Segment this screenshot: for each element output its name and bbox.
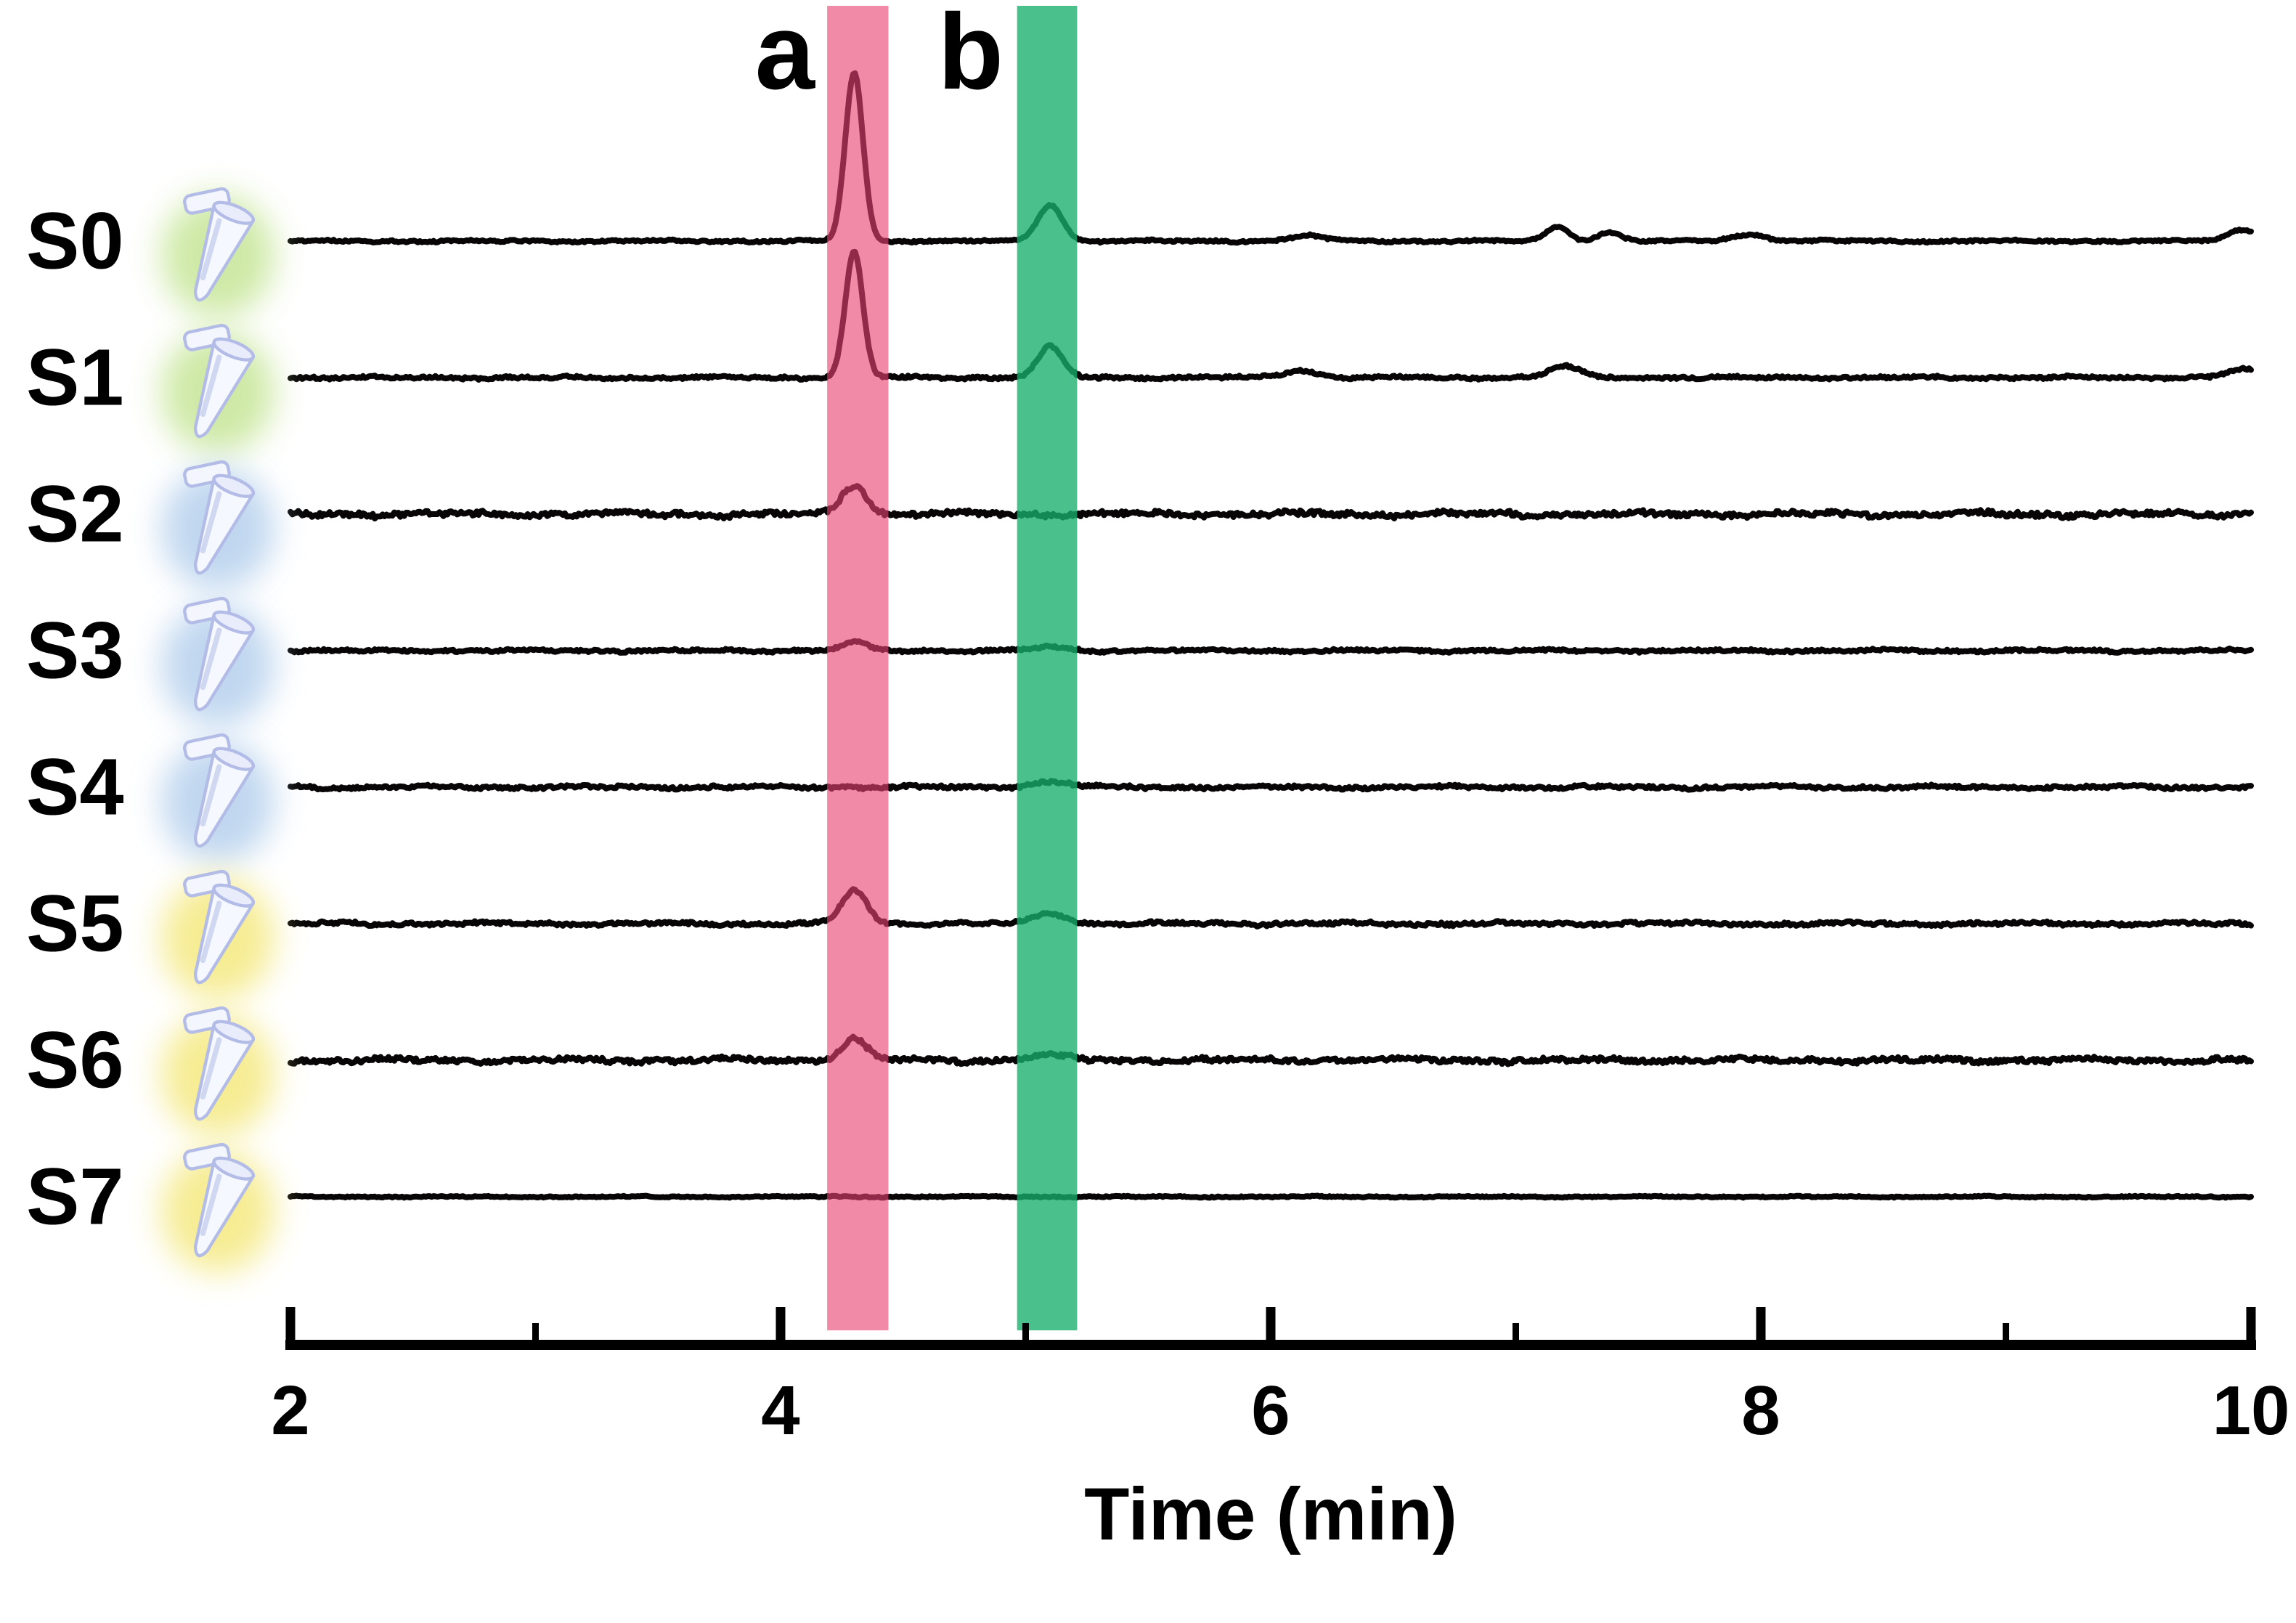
tube-body xyxy=(193,476,255,575)
tube-rim xyxy=(212,473,256,498)
tube-highlight xyxy=(200,1037,222,1100)
tube-highlight xyxy=(200,354,222,418)
trace-S7 xyxy=(288,1192,2254,1201)
tube-highlight xyxy=(200,218,222,281)
sample-tube-icon xyxy=(161,596,274,726)
sample-label-s1: S1 xyxy=(26,333,124,423)
tube-body xyxy=(193,886,255,985)
tube-rim xyxy=(212,1156,256,1181)
tube-highlight xyxy=(200,491,222,554)
sample-tube-icon xyxy=(161,187,274,317)
traces xyxy=(288,70,2254,1201)
tube-rim xyxy=(212,200,256,225)
x-axis-title: Time (min) xyxy=(1084,1473,1457,1555)
trace-S0 xyxy=(288,70,2254,246)
sample-tube-icon xyxy=(161,1142,274,1272)
tube-rim xyxy=(212,610,256,635)
trace-S2 xyxy=(288,483,2254,522)
sample-label-s4: S4 xyxy=(26,743,124,832)
sample-label-s7: S7 xyxy=(26,1152,124,1242)
trace-S1 xyxy=(288,248,2254,383)
highlight-band-b xyxy=(1017,6,1078,1330)
tube-rim xyxy=(212,883,256,908)
sample-label-s5: S5 xyxy=(26,879,124,969)
x-tick-label-2: 2 xyxy=(271,1372,309,1449)
tube-body xyxy=(193,340,255,439)
sample-label-s6: S6 xyxy=(26,1016,124,1105)
tube-body xyxy=(193,203,255,302)
tube-rim xyxy=(212,337,256,362)
x-tick-label-10: 10 xyxy=(2212,1372,2290,1449)
sample-tubes xyxy=(161,187,274,1272)
sample-label-s2: S2 xyxy=(26,470,124,559)
plot-layer xyxy=(161,6,2256,1350)
text-layer: a b S0 S1 S2 S3 S4 S5 S6 S7 2 4 6 8 10 T… xyxy=(26,0,2289,1555)
tube-highlight xyxy=(200,764,222,827)
tube-rim xyxy=(212,1020,256,1044)
sample-tube-icon xyxy=(161,460,274,590)
band-label-b: b xyxy=(938,0,1004,112)
sample-tube-icon xyxy=(161,733,274,863)
x-tick-label-8: 8 xyxy=(1741,1372,1780,1449)
band-label-a: a xyxy=(755,0,816,112)
tube-body xyxy=(193,1022,255,1121)
sample-tube-icon xyxy=(161,869,274,999)
x-axis xyxy=(285,1307,2256,1350)
tube-body xyxy=(193,1159,255,1258)
trace-S5 xyxy=(288,886,2254,930)
tube-rim xyxy=(212,747,256,771)
tube-body xyxy=(193,749,255,848)
trace-S3 xyxy=(288,638,2254,656)
tube-highlight xyxy=(200,900,222,964)
trace-S6 xyxy=(288,1033,2254,1067)
tube-body xyxy=(193,613,255,712)
x-tick-label-4: 4 xyxy=(761,1372,799,1449)
trace-S4 xyxy=(288,778,2254,793)
sample-tube-icon xyxy=(161,1006,274,1136)
highlight-band-a xyxy=(827,6,889,1330)
sample-label-s0: S0 xyxy=(26,197,124,286)
highlight-bands xyxy=(827,6,1078,1330)
sample-label-s3: S3 xyxy=(26,606,124,696)
sample-tube-icon xyxy=(161,323,274,453)
tube-highlight xyxy=(200,627,222,691)
x-tick-label-6: 6 xyxy=(1251,1372,1290,1449)
tube-highlight xyxy=(200,1173,222,1237)
